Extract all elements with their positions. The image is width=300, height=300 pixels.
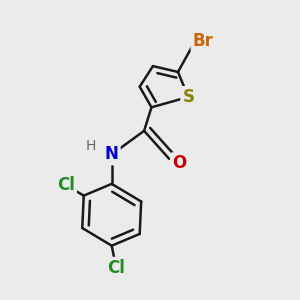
Text: Cl: Cl (107, 259, 125, 277)
Text: Cl: Cl (57, 176, 75, 194)
Text: Br: Br (193, 32, 213, 50)
Text: S: S (182, 88, 194, 106)
Text: N: N (105, 146, 119, 164)
Text: H: H (86, 139, 96, 153)
Text: O: O (172, 154, 187, 172)
